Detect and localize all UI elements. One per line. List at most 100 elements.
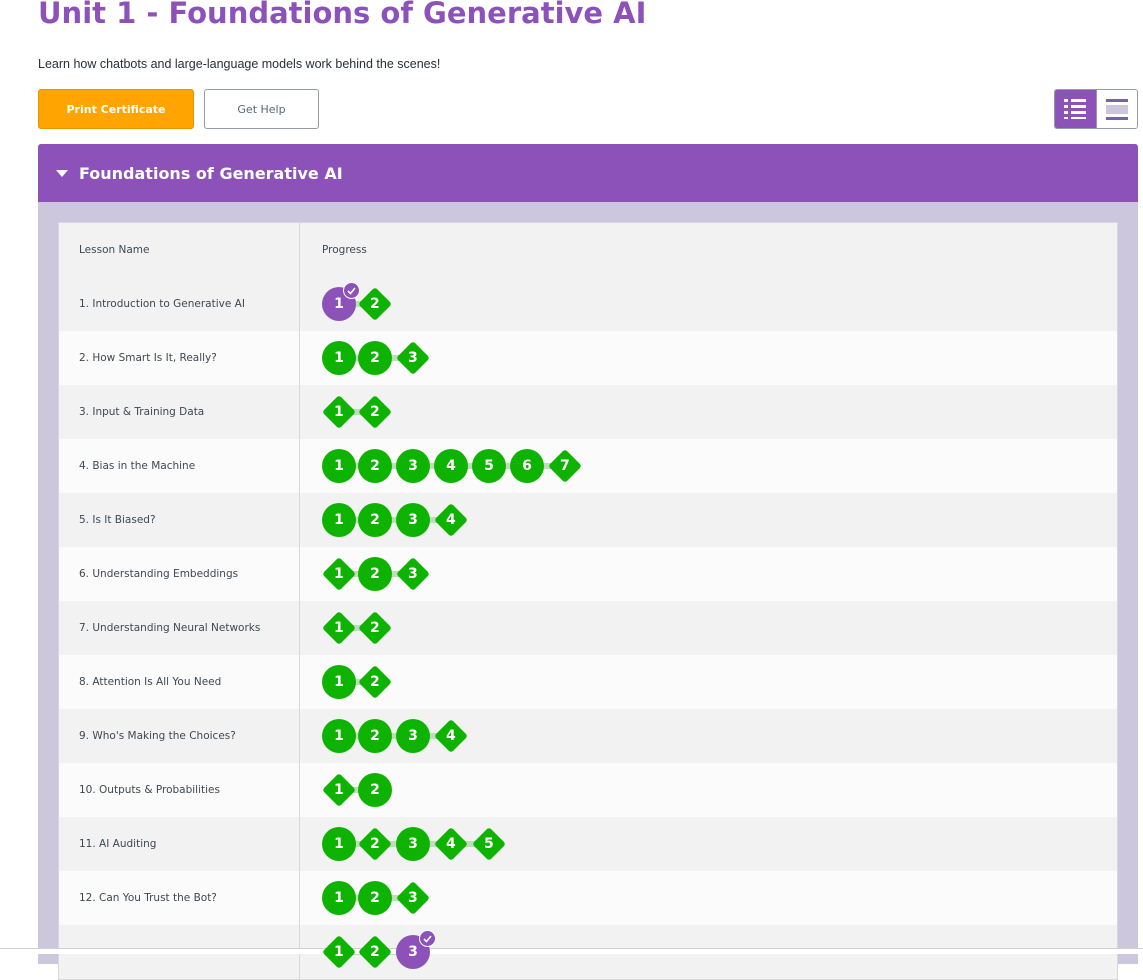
- level-number: 2: [370, 836, 380, 852]
- level-number: 3: [408, 890, 418, 906]
- horizontal-scrollbar[interactable]: [0, 948, 1143, 954]
- level-bubble-diamond[interactable]: 2: [358, 287, 392, 321]
- level-number: 5: [484, 458, 494, 474]
- level-number: 2: [370, 674, 380, 690]
- level-bubble-circle[interactable]: 3: [396, 827, 430, 861]
- print-certificate-button[interactable]: Print Certificate: [38, 89, 194, 129]
- level-bubble-diamond[interactable]: 1: [322, 773, 356, 807]
- level-bubble-circle[interactable]: 3: [396, 449, 430, 483]
- level-bubble-wrapper: 2: [350, 341, 394, 375]
- level-bubble-diamond[interactable]: 2: [358, 665, 392, 699]
- level-number: 1: [334, 296, 344, 312]
- table-row: 1. Introduction to Generative AI 1 2: [59, 277, 1117, 331]
- level-bubble-diamond[interactable]: 4: [434, 719, 468, 753]
- level-bubble-circle[interactable]: 1: [322, 827, 356, 861]
- progress-bubbles: 1 2 3: [322, 557, 432, 591]
- level-bubble-diamond[interactable]: 3: [396, 341, 430, 375]
- level-bubble-circle[interactable]: 2: [358, 881, 392, 915]
- level-number: 1: [334, 890, 344, 906]
- progress-bubbles: 1 2 3: [322, 930, 436, 969]
- level-bubble-circle[interactable]: 1: [322, 719, 356, 753]
- level-number: 1: [334, 566, 344, 582]
- get-help-button[interactable]: Get Help: [204, 89, 319, 129]
- level-bubble-diamond[interactable]: 7: [548, 449, 582, 483]
- lesson-rows: 1. Introduction to Generative AI 1 2 2. How…: [59, 277, 1117, 979]
- level-bubble-circle[interactable]: 2: [358, 719, 392, 753]
- lesson-name[interactable]: 7. Understanding Neural Networks: [79, 622, 261, 634]
- level-bubble-wrapper: 2: [350, 881, 394, 915]
- level-bubble-diamond[interactable]: 2: [358, 611, 392, 645]
- level-bubble-circle[interactable]: 1: [322, 665, 356, 699]
- level-bubble-circle[interactable]: 3: [396, 719, 430, 753]
- level-number: 2: [370, 350, 380, 366]
- level-bubble-diamond[interactable]: 1: [322, 611, 356, 645]
- level-number: 2: [370, 512, 380, 528]
- lesson-name[interactable]: 12. Can You Trust the Bot?: [79, 892, 217, 904]
- lesson-name[interactable]: 11. AI Auditing: [79, 838, 157, 850]
- lesson-name[interactable]: 1. Introduction to Generative AI: [79, 298, 245, 310]
- panel-header[interactable]: Foundations of Generative AI: [38, 144, 1138, 202]
- level-bubble-circle[interactable]: 4: [434, 449, 468, 483]
- level-bubble-diamond[interactable]: 1: [322, 557, 356, 591]
- level-number: 6: [522, 458, 532, 474]
- progress-cell: 1 2 3 4 5: [300, 817, 1117, 871]
- level-bubble-diamond[interactable]: 3: [396, 881, 430, 915]
- level-bubble-diamond[interactable]: 1: [322, 935, 356, 969]
- level-bubble-diamond[interactable]: 2: [358, 935, 392, 969]
- level-number: 1: [334, 944, 344, 960]
- level-number: 3: [408, 458, 418, 474]
- progress-bubbles: 1 2 3: [322, 881, 432, 915]
- level-bubble-circle[interactable]: 1: [322, 449, 356, 483]
- level-bubble-circle[interactable]: 1: [322, 881, 356, 915]
- level-number: 1: [334, 458, 344, 474]
- lesson-name[interactable]: 4. Bias in the Machine: [79, 460, 196, 472]
- level-bubble-circle[interactable]: 1: [322, 503, 356, 537]
- lesson-name[interactable]: 6. Understanding Embeddings: [79, 568, 239, 580]
- level-number: 1: [334, 620, 344, 636]
- level-bubble-circle[interactable]: 1: [322, 341, 356, 375]
- level-bubble-wrapper: 1: [322, 773, 356, 807]
- level-bubble-diamond[interactable]: 3: [396, 557, 430, 591]
- level-bubble-diamond[interactable]: 2: [358, 827, 392, 861]
- table-row: 12. Can You Trust the Bot? 1 2 3: [59, 871, 1117, 925]
- level-bubble-diamond[interactable]: 5: [472, 827, 506, 861]
- level-bubble-circle[interactable]: 5: [472, 449, 506, 483]
- level-bubble-circle[interactable]: 6: [510, 449, 544, 483]
- level-bubble-wrapper: 1: [322, 611, 356, 645]
- level-bubble-wrapper: 1: [322, 503, 356, 537]
- level-bubble-wrapper: 3: [388, 930, 436, 969]
- level-bubble-circle[interactable]: 2: [358, 503, 392, 537]
- level-bubble-diamond[interactable]: 2: [358, 395, 392, 429]
- lesson-name[interactable]: 10. Outputs & Probabilities: [79, 784, 220, 796]
- level-bubble-diamond[interactable]: 4: [434, 827, 468, 861]
- level-bubble-diamond[interactable]: 1: [322, 395, 356, 429]
- level-bubble-circle[interactable]: 2: [358, 449, 392, 483]
- level-bubble-wrapper: 1: [322, 557, 356, 591]
- level-bubble-circle[interactable]: 2: [358, 773, 392, 807]
- lesson-name-cell: 4. Bias in the Machine: [59, 439, 300, 493]
- summary-view-button[interactable]: [1095, 90, 1137, 128]
- checkmark-icon: [419, 930, 436, 947]
- lesson-name-cell: 8. Attention Is All You Need: [59, 655, 300, 709]
- level-number: 2: [370, 944, 380, 960]
- lesson-table: Lesson Name Progress 1. Introduction to …: [58, 222, 1118, 980]
- level-bubble-wrapper: 2: [350, 827, 394, 861]
- level-bubble-wrapper: 2: [350, 287, 394, 321]
- lesson-name[interactable]: 8. Attention Is All You Need: [79, 676, 222, 688]
- lesson-name[interactable]: 3. Input & Training Data: [79, 406, 205, 418]
- progress-bubbles: 1 2 3 4: [322, 719, 470, 753]
- level-bubble-circle[interactable]: 3: [396, 503, 430, 537]
- lesson-name[interactable]: 9. Who's Making the Choices?: [79, 730, 236, 742]
- progress-cell: 1 2 3 4 5 6 7: [300, 439, 1117, 493]
- detail-view-button[interactable]: [1055, 90, 1096, 128]
- lesson-name[interactable]: 5. Is It Biased?: [79, 514, 156, 526]
- level-bubble-circle[interactable]: 2: [358, 341, 392, 375]
- lesson-name[interactable]: 2. How Smart Is It, Really?: [79, 352, 217, 364]
- level-bubble-diamond[interactable]: 4: [434, 503, 468, 537]
- level-bubble-circle[interactable]: 2: [358, 557, 392, 591]
- level-bubble-wrapper: 2: [350, 719, 394, 753]
